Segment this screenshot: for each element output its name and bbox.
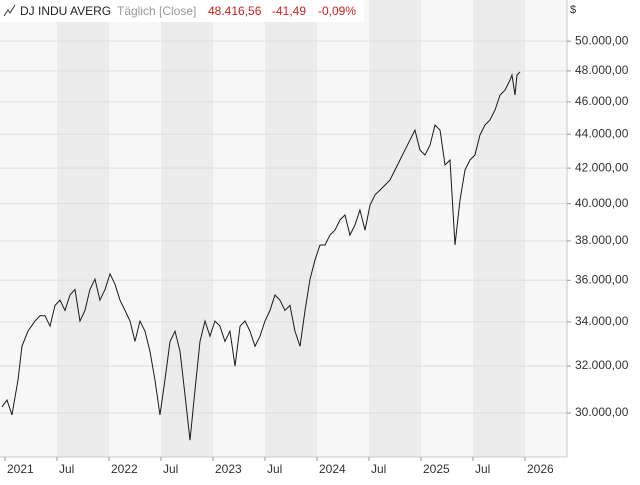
y-tick-label: 30.000,00: [575, 405, 629, 419]
chart-title: DJ INDU AVERG: [20, 4, 111, 18]
x-tick-label: Jul: [59, 462, 74, 476]
period-band: [264, 0, 317, 457]
period-band: [56, 0, 109, 457]
x-tick-label: 2025: [423, 462, 450, 476]
x-tick-label: Jul: [267, 462, 282, 476]
change-percent: -0,09%: [318, 4, 356, 18]
y-tick-label: 44.000,00: [575, 126, 629, 140]
y-tick-label: 42.000,00: [575, 160, 629, 174]
period-band: [472, 0, 525, 457]
price-line: [1, 71, 521, 441]
x-tick-label: 2023: [215, 462, 242, 476]
x-tick-label: Jul: [475, 462, 490, 476]
y-tick-label: 32.000,00: [575, 358, 629, 372]
x-tick-label: 2022: [111, 462, 138, 476]
chart-subtitle: Täglich [Close]: [117, 4, 196, 18]
y-tick-label: 46.000,00: [575, 94, 629, 108]
last-value: 48.416,56: [208, 4, 262, 18]
y-tick-label: 38.000,00: [575, 233, 629, 247]
y-tick-label: 48.000,00: [575, 63, 629, 77]
period-band: [368, 0, 421, 457]
y-tick-label: 40.000,00: [575, 196, 629, 210]
period-band: [160, 0, 213, 457]
y-tick-label: 34.000,00: [575, 314, 629, 328]
x-tick-label: 2021: [7, 462, 34, 476]
chart-icon: [3, 4, 16, 17]
y-tick-label: 50.000,00: [575, 33, 629, 47]
y-unit: $: [570, 4, 576, 16]
x-tick-label: 2024: [319, 462, 346, 476]
header-background: [0, 0, 364, 22]
x-tick-label: Jul: [371, 462, 386, 476]
change: -41,49: [272, 4, 306, 18]
x-tick-label: Jul: [163, 462, 178, 476]
x-tick-label: 2026: [527, 462, 554, 476]
y-tick-label: 36.000,00: [575, 272, 629, 286]
